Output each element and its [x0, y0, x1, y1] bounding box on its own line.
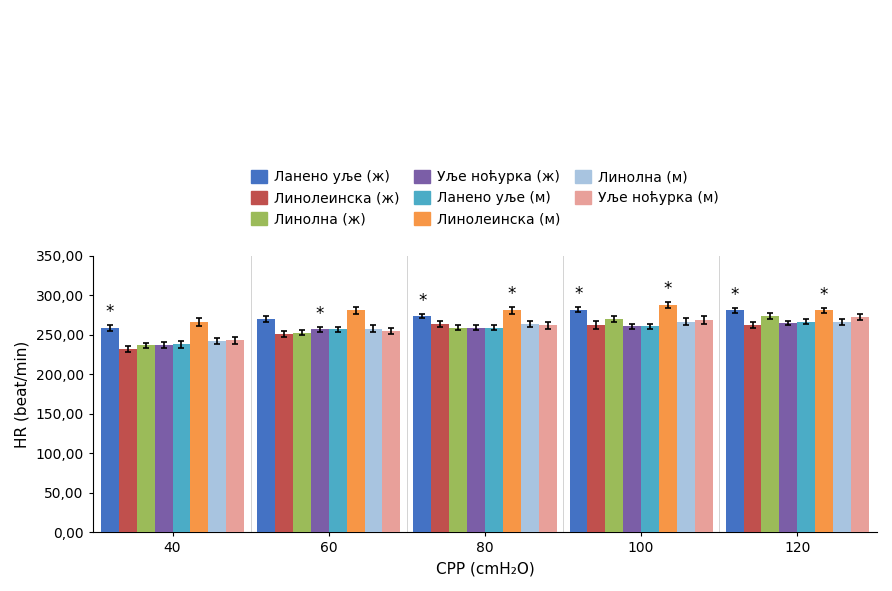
Bar [257, 319, 275, 532]
Bar [172, 345, 191, 532]
Bar [588, 324, 606, 532]
Bar [539, 326, 557, 532]
Bar [521, 324, 539, 532]
Text: *: * [574, 285, 582, 303]
Text: *: * [508, 285, 516, 303]
Bar [833, 322, 851, 532]
Bar [744, 324, 762, 532]
Bar [450, 328, 467, 532]
Bar [413, 316, 431, 532]
Bar [275, 334, 293, 532]
Bar [227, 340, 244, 532]
Bar [762, 316, 780, 532]
Bar [347, 310, 365, 532]
Bar [119, 349, 136, 532]
Bar [329, 329, 347, 532]
Bar [503, 310, 521, 532]
Bar [677, 322, 695, 532]
Text: *: * [106, 303, 114, 321]
Bar [726, 310, 744, 532]
Bar [101, 328, 119, 532]
Bar [815, 310, 833, 532]
Bar [797, 322, 815, 532]
Bar [659, 305, 677, 532]
Y-axis label: HR (beat/min): HR (beat/min) [15, 340, 30, 448]
Bar [485, 328, 503, 532]
Bar [780, 323, 797, 532]
Bar [383, 331, 401, 532]
Bar [365, 329, 383, 532]
Text: *: * [316, 305, 324, 323]
Text: *: * [664, 280, 673, 298]
Bar [695, 320, 713, 532]
Bar [136, 345, 154, 532]
Bar [569, 310, 588, 532]
Text: *: * [418, 292, 426, 310]
Bar [310, 329, 329, 532]
Legend: Ланено уље (ж), Линолеинска (ж), Линолна (ж), Уље ноћурка (ж), Ланено уље (м), Л: Ланено уље (ж), Линолеинска (ж), Линолна… [246, 166, 723, 230]
X-axis label: CPP (cmH₂O): CPP (cmH₂O) [435, 561, 534, 576]
Bar [191, 322, 209, 532]
Bar [154, 345, 172, 532]
Bar [293, 333, 310, 532]
Bar [851, 317, 869, 532]
Bar [624, 326, 641, 532]
Bar [467, 328, 485, 532]
Bar [431, 324, 450, 532]
Text: *: * [820, 286, 829, 304]
Text: *: * [731, 286, 739, 304]
Bar [641, 326, 659, 532]
Bar [606, 319, 624, 532]
Bar [209, 341, 227, 532]
